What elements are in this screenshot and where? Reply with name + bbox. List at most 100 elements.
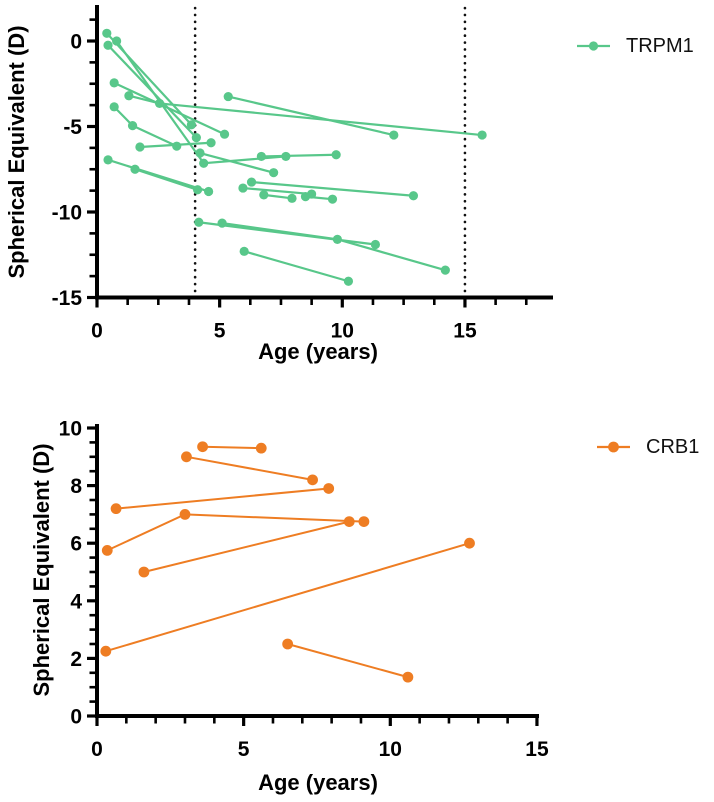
trpm1-data-point — [191, 133, 201, 143]
trpm1-data-point — [135, 142, 145, 152]
trpm1-data-point — [239, 246, 249, 256]
y-tick-label: 4 — [70, 590, 82, 613]
trpm1-subject-line-14 — [250, 180, 415, 197]
trpm1-data-point — [332, 234, 342, 244]
x-tick-label: 0 — [91, 738, 103, 761]
trpm1-data-point — [238, 183, 248, 193]
trpm1-subject-line-19 — [243, 250, 350, 283]
trpm1-data-point — [127, 121, 138, 131]
trpm1-data-point — [186, 120, 197, 130]
y-tick-label: 2 — [70, 648, 82, 671]
trpm1-subject-line-7 — [138, 141, 213, 149]
trpm1-data-point — [109, 78, 119, 88]
legend-label-crb1: CRB1 — [646, 436, 700, 459]
x-tick-label: 5 — [214, 320, 226, 343]
top-y-axis-title: Spherical Equivalent (D) — [4, 25, 29, 279]
crb1-data-point — [100, 645, 112, 657]
trpm1-data-point — [327, 194, 338, 204]
top-x-axis-title: Age (years) — [258, 339, 378, 364]
crb1-series — [100, 441, 475, 683]
crb1-data-point — [197, 441, 208, 453]
trpm1-data-point — [477, 130, 487, 140]
trpm1-subject-line-8 — [198, 151, 275, 174]
trpm1-subject-line-4 — [113, 81, 226, 136]
legend-marker-dot — [608, 441, 619, 453]
trpm1-chart: 0 5 10 15 0 -5 -10 -15 — [52, 5, 610, 343]
trpm1-data-point — [195, 148, 205, 158]
bottom-y-axis-title: Spherical Equivalent (D) — [29, 443, 54, 697]
crb1-data-point — [343, 516, 355, 527]
x-tick-label: 0 — [91, 320, 103, 343]
crb1-data-point — [179, 509, 191, 520]
crb1-legend-marker — [597, 441, 630, 453]
x-tick-label: 10 — [379, 738, 402, 761]
trpm1-data-point — [287, 193, 297, 203]
x-tick-label: 15 — [453, 320, 477, 343]
crb1-data-point — [464, 537, 475, 549]
trpm1-data-point — [204, 186, 214, 197]
trpm1-data-point — [440, 265, 450, 275]
legend-label-trpm1: TRPM1 — [626, 35, 694, 58]
crb1-data-point — [110, 503, 122, 515]
crb1-subject-line-7 — [286, 643, 409, 679]
trpm1-subject-line-15 — [262, 193, 294, 200]
crb1-data-point — [402, 671, 414, 683]
trpm1-data-point — [256, 151, 266, 162]
y-tick-label: 8 — [70, 475, 82, 498]
trpm1-data-point — [331, 150, 341, 160]
trpm1-subject-line-10 — [106, 158, 210, 193]
y-tick-label: 0 — [70, 31, 82, 54]
y-tick-label: 6 — [70, 533, 82, 556]
trpm1-subject-line-11 — [133, 168, 199, 191]
trpm1-legend-marker — [577, 41, 610, 51]
y-tick-label: -10 — [52, 202, 82, 225]
y-tick-label: 10 — [59, 418, 82, 441]
trpm1-data-point — [343, 276, 354, 286]
crb1-data-point — [282, 638, 294, 650]
trpm1-data-point — [300, 192, 311, 202]
trpm1-data-point — [130, 164, 140, 174]
crb1-data-point — [323, 483, 335, 494]
trpm1-data-point — [269, 168, 279, 178]
trpm1-data-point — [259, 190, 269, 200]
trpm1-data-point — [246, 177, 257, 187]
crb1-data-point — [101, 545, 113, 556]
crb1-subject-line-4 — [106, 513, 365, 552]
trpm1-subject-line-12 — [227, 95, 395, 137]
crb1-subject-line-3 — [115, 487, 330, 510]
trpm1-series — [102, 28, 487, 286]
trpm1-data-point — [370, 239, 381, 250]
crb1-subject-line-2 — [185, 455, 314, 481]
trpm1-data-point — [192, 185, 203, 195]
trpm1-data-point — [124, 91, 134, 101]
trpm1-data-point — [408, 191, 419, 201]
trpm1-data-point — [112, 36, 122, 46]
crb1-subject-line-1 — [201, 445, 263, 450]
trpm1-data-point — [217, 218, 227, 228]
crb1-data-point — [358, 516, 370, 527]
x-tick-label: 10 — [331, 320, 354, 343]
crb1-data-point — [307, 474, 318, 486]
crb1-data-point — [181, 451, 192, 463]
y-tick-label: -5 — [63, 116, 82, 139]
crb1-chart: 0 5 10 15 0 2 4 6 8 10 — [59, 418, 630, 761]
legend-marker-dot — [588, 41, 599, 51]
crb1-data-point — [255, 442, 267, 454]
y-tick-label: 0 — [70, 706, 82, 729]
trpm1-data-point — [103, 155, 113, 165]
trpm1-data-point — [199, 158, 209, 168]
bottom-x-axis-title: Age (years) — [258, 770, 378, 795]
trpm1-data-point — [103, 40, 113, 50]
y-tick-label: -15 — [52, 287, 83, 310]
crb1-data-point — [138, 566, 150, 578]
trpm1-data-point — [206, 138, 216, 148]
trpm1-data-point — [389, 130, 399, 140]
trpm1-data-point — [219, 129, 230, 139]
trpm1-data-point — [154, 98, 165, 109]
crb1-subject-line-6 — [104, 542, 471, 653]
trpm1-data-point — [223, 91, 233, 102]
trpm1-data-point — [109, 102, 119, 112]
x-tick-label: 5 — [238, 738, 250, 761]
trpm1-data-point — [102, 28, 112, 38]
